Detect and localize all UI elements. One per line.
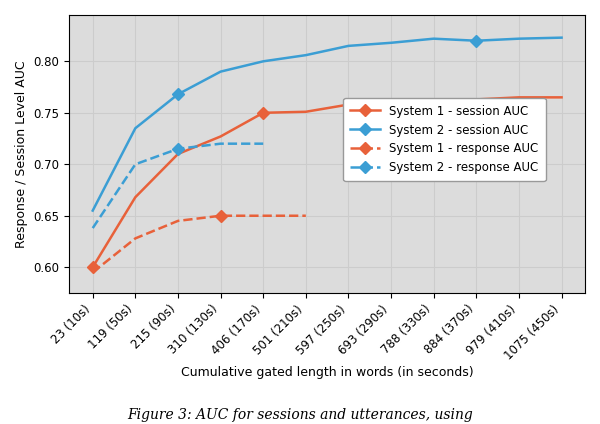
Legend: System 1 - session AUC, System 2 - session AUC, System 1 - response AUC, System : System 1 - session AUC, System 2 - sessi… bbox=[343, 98, 546, 181]
Text: Figure 3: AUC for sessions and utterances, using: Figure 3: AUC for sessions and utterance… bbox=[127, 408, 473, 422]
Y-axis label: Response / Session Level AUC: Response / Session Level AUC bbox=[15, 60, 28, 248]
X-axis label: Cumulative gated length in words (in seconds): Cumulative gated length in words (in sec… bbox=[181, 366, 473, 379]
